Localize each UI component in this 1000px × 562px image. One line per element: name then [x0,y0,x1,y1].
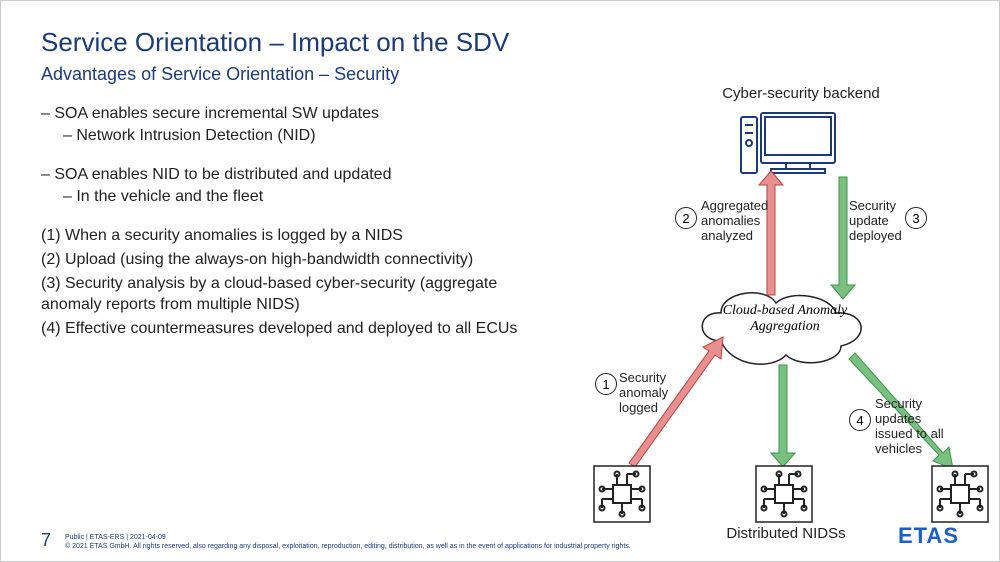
footer: 7 Public | ETAS-ERS | 2021-04-09 © 2021 … [41,530,959,551]
bullet-2: SOA enables NID to be distributed and up… [41,164,521,186]
computer-icon [741,113,835,173]
flow-4-label: Security updates issued to all vehicles [875,397,955,457]
etas-logo: ETAS [898,523,959,549]
step-1: (1) When a security anomalies is logged … [41,225,521,247]
step-3: (3) Security analysis by a cloud-based c… [41,273,521,316]
flow-1-label: Security anomaly logged [619,371,689,416]
cloud-label: Cloud-based Anomaly Aggregation [715,303,855,335]
arrow-down-mid [771,365,795,467]
chip-icon-3 [931,465,989,523]
footer-line-2: © 2021 ETAS GmbH. All rights reserved, a… [65,543,631,551]
bullet-1: SOA enables secure incremental SW update… [41,103,521,125]
diagram-area: Cyber-security backend [531,103,959,533]
step-4: (4) Effective countermeasures developed … [41,318,521,340]
flow-3-label: Security update deployed [849,199,909,244]
backend-label: Cyber-security backend [701,85,901,102]
bullet-2a: In the vehicle and the fleet [63,186,521,208]
step-2: (2) Upload (using the always-on high-ban… [41,249,521,271]
circle-4: 4 [849,409,871,431]
slide-subtitle: Advantages of Service Orientation – Secu… [41,64,959,85]
chip-icon-2 [755,465,813,523]
circle-2: 2 [675,207,697,229]
chip-icon-1 [593,465,651,523]
bullet-content: SOA enables secure incremental SW update… [41,103,521,533]
page-number: 7 [41,530,51,551]
circle-1: 1 [595,373,617,395]
bullet-1a: Network Intrusion Detection (NID) [63,125,521,147]
flow-2-label: Aggregated anomalies analyzed [701,199,781,244]
footer-line-1: Public | ETAS-ERS | 2021-04-09 [65,534,631,542]
slide-title: Service Orientation – Impact on the SDV [41,27,959,58]
